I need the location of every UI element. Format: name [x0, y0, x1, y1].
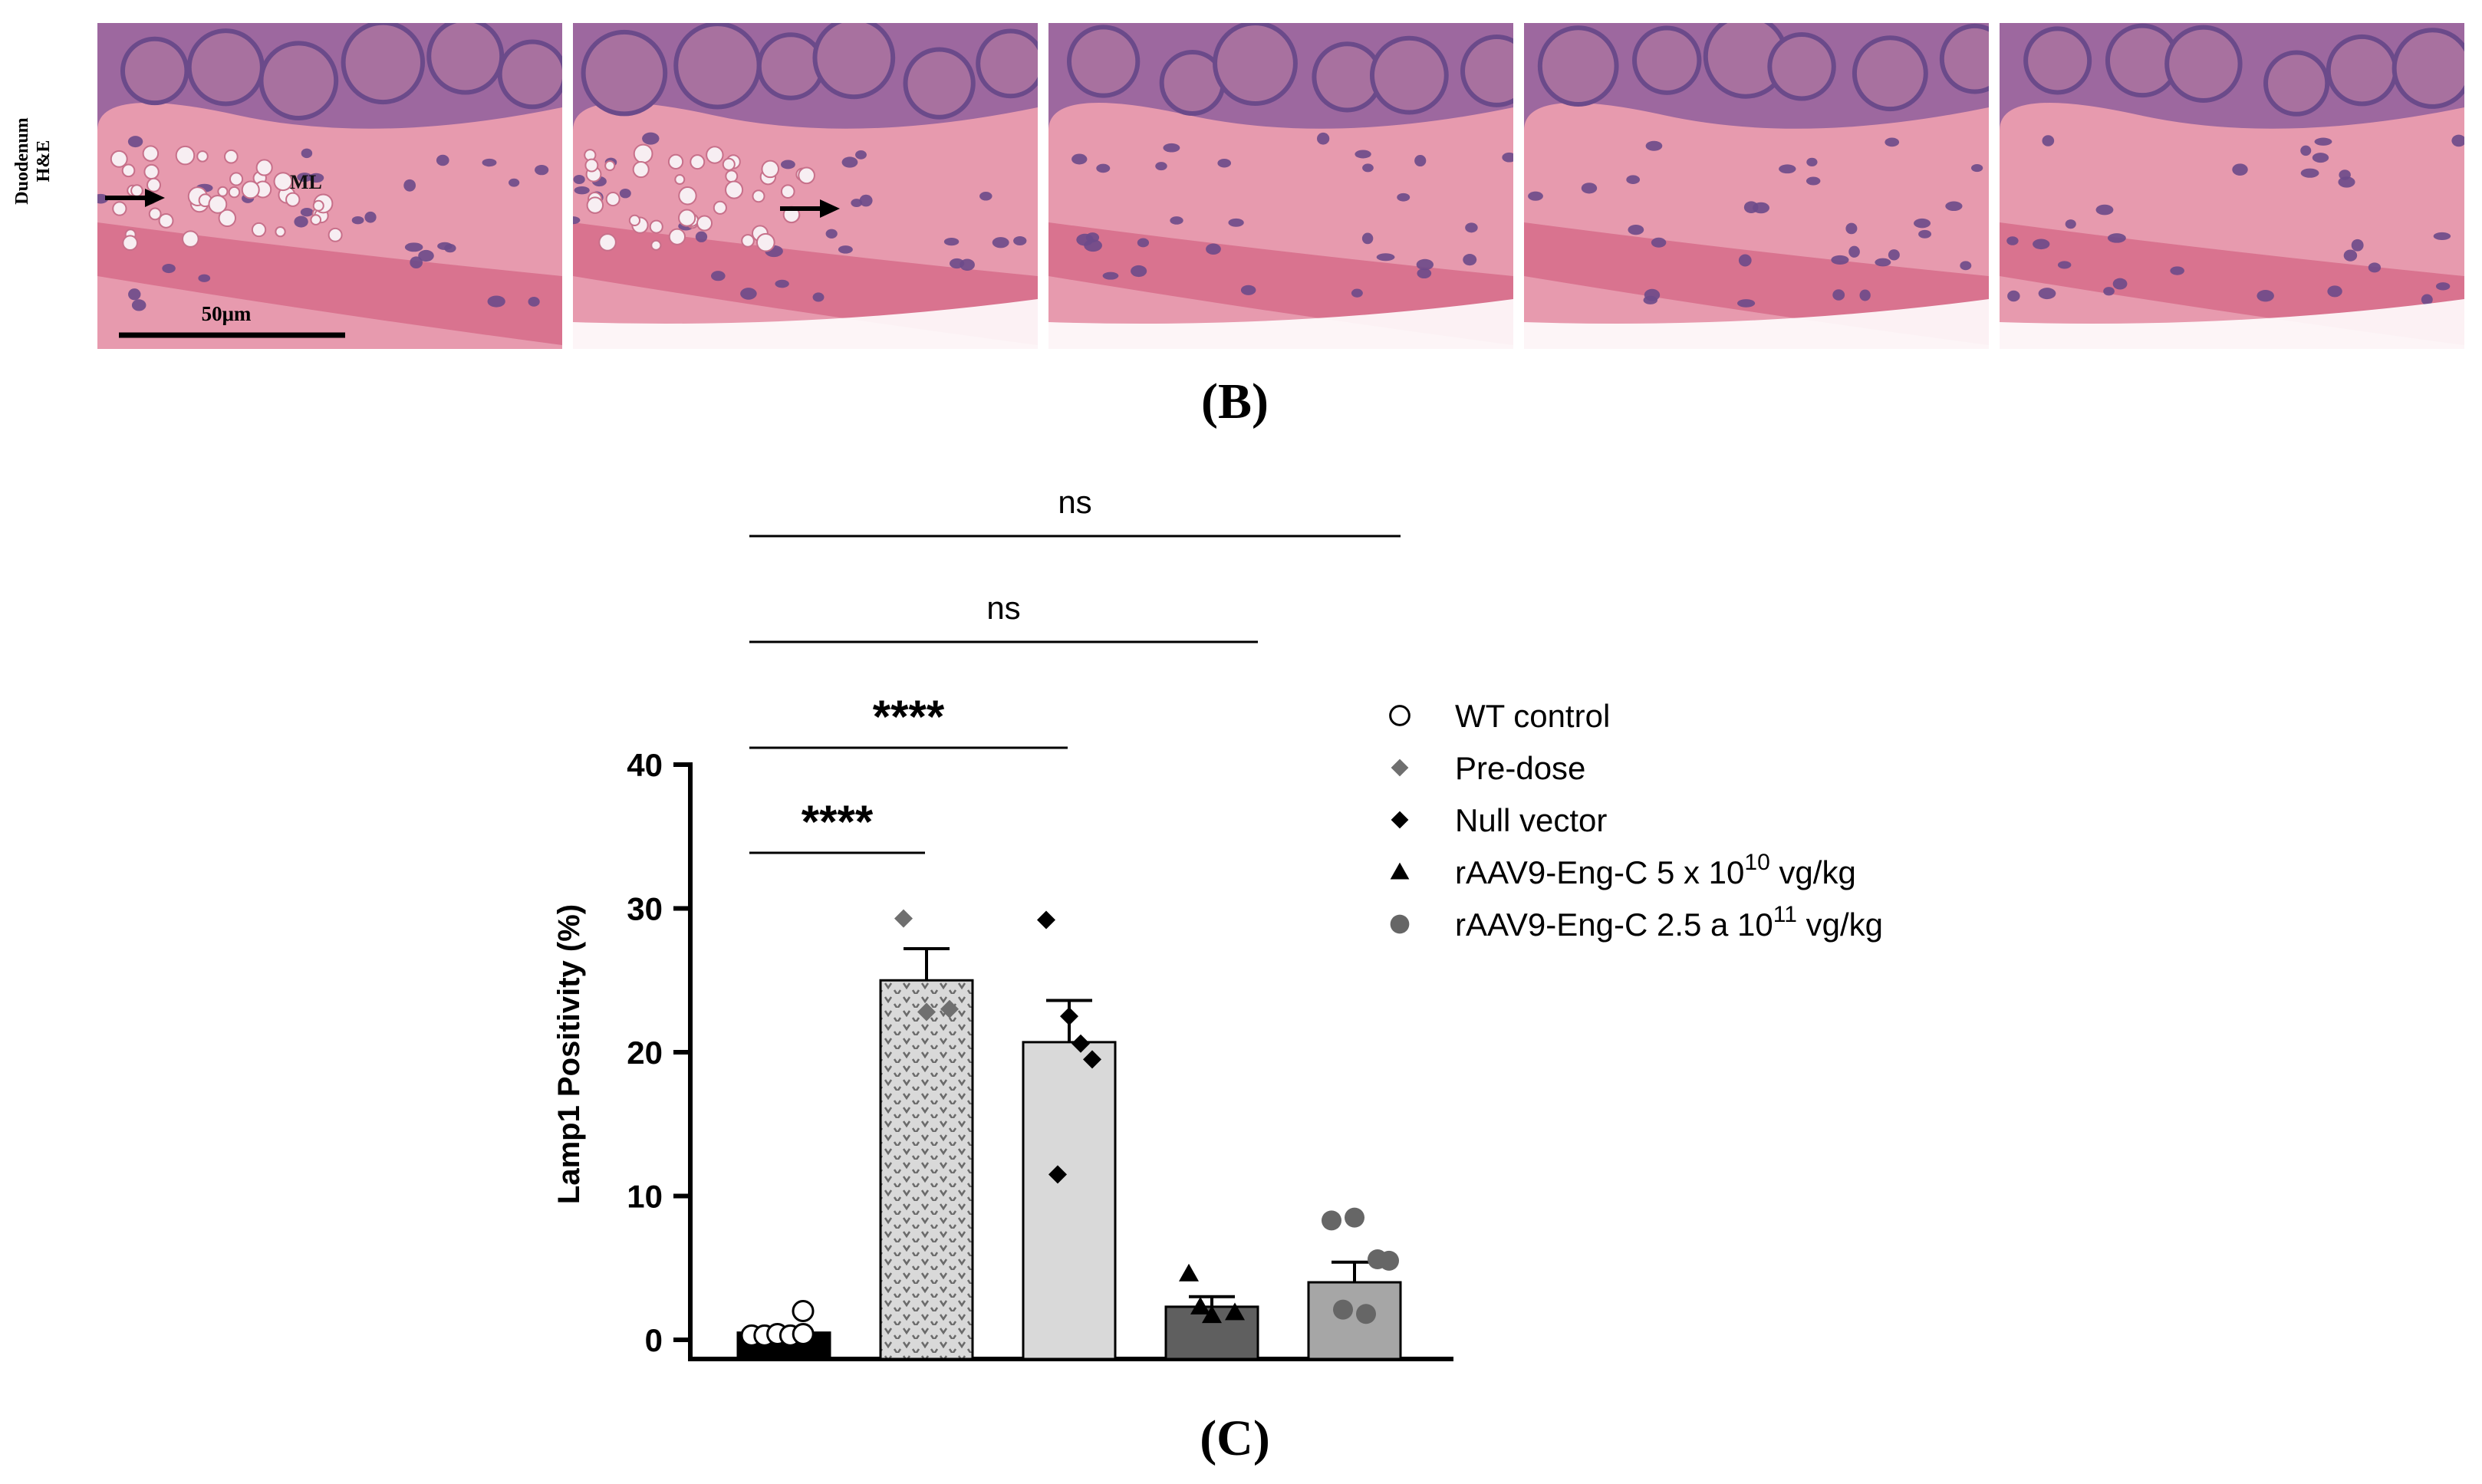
legend-label: rAAV9-Eng-C 5 x 1010 vg/kg — [1455, 850, 1856, 890]
data-point — [1179, 1263, 1199, 1282]
histology-panel — [1048, 23, 1513, 349]
scale-bar-label: 50μm — [202, 302, 252, 325]
y-tick-label: 0 — [645, 1322, 663, 1358]
data-point — [1048, 1165, 1067, 1184]
y-tick-label: 40 — [627, 747, 663, 783]
y-axis-label: Lamp1 Positivity (%) — [552, 904, 586, 1204]
histology-row: Duodenum H&E ML 50μm — [12, 23, 2464, 349]
legend-entry: rAAV9-Eng-C 5 x 1010 vg/kg — [1390, 850, 1856, 890]
annotation-ml: ML — [290, 171, 322, 193]
significance-label: ns — [1058, 484, 1091, 520]
significance-bracket: **** — [749, 691, 1068, 749]
data-point — [894, 909, 913, 928]
data-point — [1037, 910, 1055, 930]
arrow-icon — [780, 199, 840, 218]
legend-label: Null vector — [1455, 802, 1607, 838]
legend-marker — [1389, 705, 1411, 726]
legend-entry: Pre-dose — [1391, 750, 1585, 786]
y-tick-label: 10 — [627, 1179, 663, 1215]
data-point — [1356, 1304, 1376, 1324]
histology-panel — [97, 23, 562, 349]
significance-label: ns — [986, 590, 1020, 626]
bar — [1022, 1041, 1117, 1361]
data-point — [1190, 1296, 1210, 1315]
legend-marker — [1391, 811, 1409, 829]
legend-entry: Null vector — [1391, 802, 1607, 838]
bar — [879, 979, 974, 1361]
data-point — [1333, 1299, 1353, 1320]
data-point — [917, 1002, 936, 1022]
arrow-icon — [105, 189, 165, 207]
panel-label-c: (C) — [1200, 1410, 1270, 1466]
y-tick-label: 20 — [627, 1035, 663, 1071]
row-label-duodenum: Duodenum — [12, 117, 32, 204]
legend-label: Pre-dose — [1455, 750, 1585, 786]
data-point — [1345, 1207, 1364, 1228]
data-point — [792, 1323, 815, 1345]
bar-chart: 0 10 20 30 40 ns ns **** **** Lamp1 Positivity … — [552, 484, 1453, 1361]
data-point — [940, 999, 959, 1018]
data-point — [1379, 1250, 1399, 1271]
data-point — [1060, 1007, 1078, 1026]
histology-panel — [1524, 23, 1989, 349]
significance-label: **** — [873, 691, 945, 742]
legend-marker — [1391, 758, 1409, 777]
data-point — [792, 1300, 815, 1322]
data-point — [1083, 1050, 1101, 1069]
bars — [736, 947, 1402, 1361]
bar — [1164, 1305, 1259, 1361]
legend-marker — [1390, 862, 1410, 880]
legend-entry: rAAV9-Eng-C 2.5 a 1011 vg/kg — [1390, 902, 1883, 943]
error-bar — [1189, 1295, 1235, 1307]
legend-label: rAAV9-Eng-C 2.5 a 1011 vg/kg — [1455, 902, 1883, 943]
legend-marker — [1390, 914, 1410, 934]
histology-panel — [2000, 23, 2464, 349]
significance-bracket: ns — [749, 484, 1401, 538]
data-points — [740, 909, 1399, 1347]
histology-panel — [573, 23, 1038, 349]
data-point — [1202, 1305, 1222, 1324]
data-point — [1225, 1302, 1245, 1321]
significance-brackets: ns ns **** **** — [749, 484, 1401, 854]
significance-bracket: **** — [749, 796, 925, 854]
legend: WT control Pre-dose Null vector rAAV9-Eng-C… — [1389, 698, 1883, 943]
significance-label: **** — [802, 796, 874, 847]
panel-label-b: (B) — [1201, 373, 1269, 429]
error-bar — [904, 947, 950, 981]
row-label-he: H&E — [34, 140, 54, 183]
histology-panels — [97, 23, 2464, 349]
significance-bracket: ns — [749, 590, 1258, 643]
y-tick-label: 30 — [627, 891, 663, 927]
legend-label: WT control — [1455, 698, 1610, 734]
data-point — [1071, 1034, 1090, 1053]
bar — [1307, 1281, 1402, 1361]
data-point — [1322, 1210, 1341, 1231]
legend-entry: WT control — [1389, 698, 1610, 734]
